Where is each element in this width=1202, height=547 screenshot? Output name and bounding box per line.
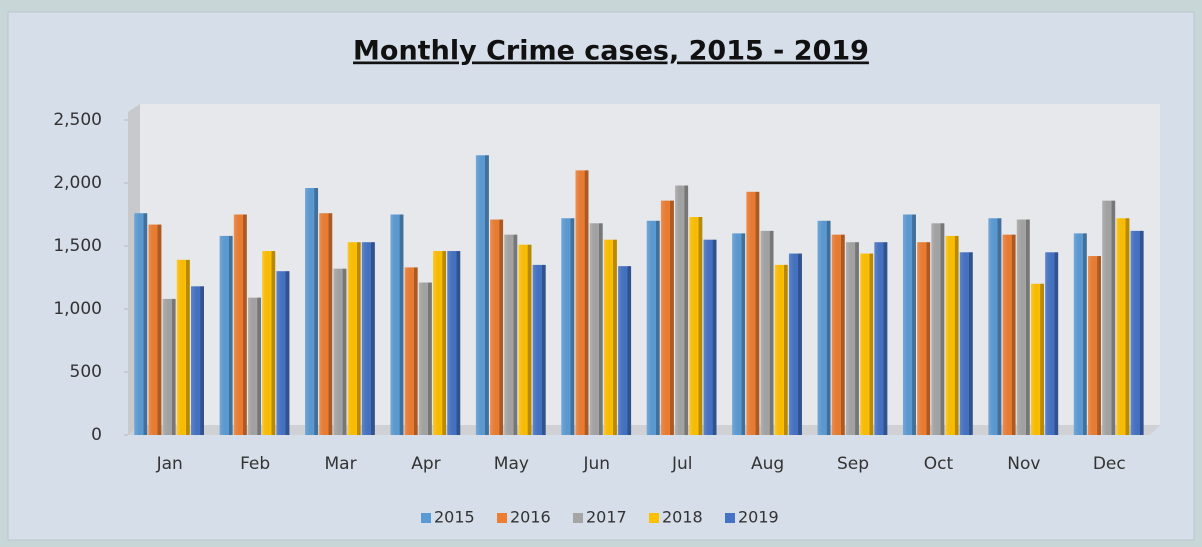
bar-shade (1102, 200, 1116, 435)
bar-shade (902, 214, 916, 435)
bar-shade (418, 282, 432, 435)
bar-shade (618, 266, 632, 435)
bar-shade (917, 242, 931, 435)
legend-swatch (573, 513, 583, 523)
x-tick-label: Dec (1093, 454, 1126, 474)
y-tick-label: 1,000 (53, 299, 102, 319)
legend-label: 2019 (738, 508, 779, 527)
bar-shade (347, 242, 361, 435)
bar-shade (874, 242, 888, 435)
bar-shade (575, 170, 589, 435)
x-tick-label: Jun (583, 454, 611, 474)
bar-shade (703, 239, 717, 435)
bar-shade (860, 253, 874, 435)
bar-shade (589, 223, 603, 435)
legend-label: 2018 (662, 508, 703, 527)
bar-shade (219, 235, 233, 435)
bar-shade (162, 298, 176, 435)
bar-shade (319, 213, 333, 435)
x-tick-label: Apr (411, 454, 440, 474)
plot-floor (128, 425, 1160, 435)
bar-shade (646, 220, 660, 435)
bar-shade (233, 214, 247, 435)
x-tick-label: May (494, 454, 529, 474)
bar-shade (746, 191, 760, 435)
bar-shade (774, 264, 788, 435)
bar-shade (689, 217, 703, 435)
bar-shade (945, 235, 959, 435)
bar-shade (262, 251, 276, 435)
bar-shade (490, 219, 504, 435)
bar-shade (817, 220, 831, 435)
bar-shade (176, 259, 190, 435)
bar-shade (931, 223, 945, 435)
bar-shade (518, 244, 532, 435)
x-tick-label: Feb (240, 454, 270, 474)
y-tick-label: 500 (70, 362, 102, 382)
x-tick-label: Nov (1007, 454, 1040, 474)
bar-shade (504, 234, 518, 435)
bar-shade (845, 242, 859, 435)
bar-shade (361, 242, 375, 435)
bar-shade (1016, 219, 1030, 435)
bar-shade (760, 230, 774, 435)
bar-shade (134, 213, 148, 435)
bar-shade (788, 253, 802, 435)
bar-shade (1116, 218, 1130, 435)
bar-shade (532, 264, 546, 435)
bar-shade (191, 286, 205, 435)
x-tick-label: Aug (751, 454, 784, 474)
y-tick-label: 1,500 (53, 236, 102, 256)
bar-shade (404, 267, 418, 435)
bar-shade (276, 271, 290, 435)
legend-label: 2017 (586, 508, 627, 527)
bar-shade (433, 251, 447, 435)
bar-shade (675, 185, 689, 435)
plot-back-wall (128, 104, 1160, 435)
bar-shade (390, 214, 404, 435)
bar-shade (732, 233, 746, 435)
bar-shade (1130, 230, 1144, 435)
legend-swatch (649, 513, 659, 523)
bar-shade (248, 297, 262, 435)
bar-shade (447, 251, 461, 435)
legend-swatch (725, 513, 735, 523)
bar-shade (1087, 256, 1101, 435)
x-tick-label: Jan (156, 454, 183, 474)
y-tick-label: 2,500 (53, 110, 102, 130)
bar-shade (1002, 234, 1016, 435)
bar-shade (1073, 233, 1087, 435)
y-tick-label: 2,000 (53, 173, 102, 193)
bar-shade (831, 234, 845, 435)
bar-shade (603, 239, 617, 435)
bar-shade (660, 200, 674, 435)
x-tick-label: Jul (671, 454, 693, 474)
bar-shade (333, 268, 347, 435)
bar-shade (475, 155, 489, 435)
bar-shade (1045, 252, 1059, 435)
chart-title: Monthly Crime cases, 2015 - 2019 (353, 36, 869, 67)
bar-shade (305, 188, 319, 435)
legend-swatch (421, 513, 431, 523)
bar-shade (561, 218, 575, 435)
bar-shade (148, 224, 162, 435)
x-tick-label: Mar (325, 454, 357, 474)
bar-shade (988, 218, 1002, 435)
legend-swatch (497, 513, 507, 523)
bar-shade (959, 252, 973, 435)
legend-label: 2016 (510, 508, 551, 527)
x-tick-label: Sep (837, 454, 869, 474)
bar-shade (1030, 283, 1044, 435)
x-tick-label: Oct (924, 454, 954, 474)
y-tick-label: 0 (91, 425, 102, 445)
legend-label: 2015 (434, 508, 475, 527)
